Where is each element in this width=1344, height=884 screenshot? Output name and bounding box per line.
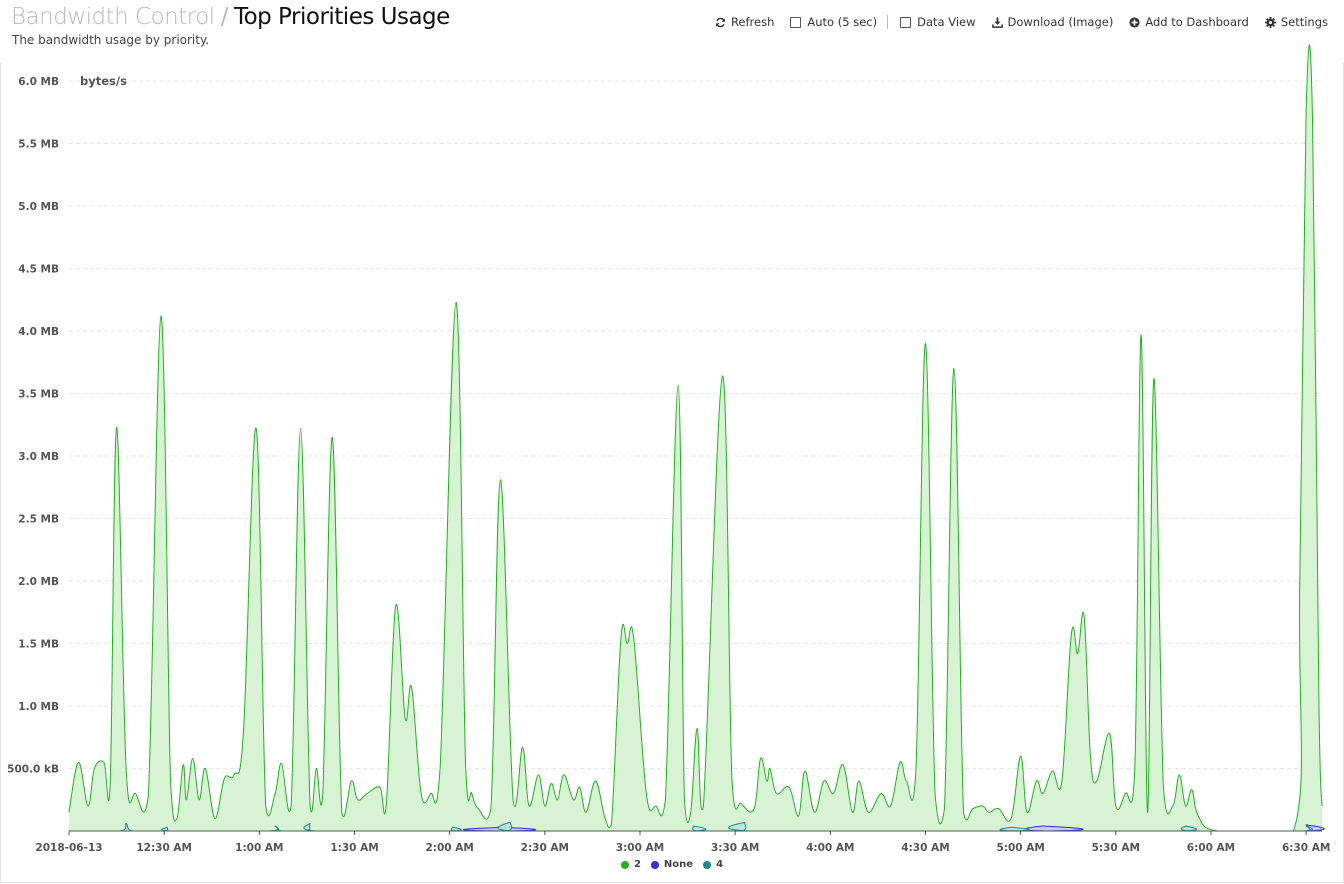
y-tick-label: 2.5 MB — [18, 514, 59, 526]
y-tick-label: 4.0 MB — [18, 326, 59, 338]
x-tick-label: 6:00 AM — [1187, 842, 1235, 854]
y-tick-label: 3.0 MB — [18, 451, 59, 463]
x-tick-label: 3:00 AM — [616, 842, 664, 854]
x-tick-label: 3:30 AM — [711, 842, 759, 854]
x-tick-label: 12:30 AM — [136, 842, 192, 854]
download-image-button[interactable]: Download (Image) — [991, 15, 1114, 29]
auto-refresh-checkbox[interactable]: Auto (5 sec) — [790, 15, 877, 29]
x-tick-label: 2:00 AM — [425, 842, 473, 854]
x-tick-label: 2:30 AM — [521, 842, 569, 854]
toolbar: Refresh Auto (5 sec) Data View Download … — [699, 15, 1328, 29]
refresh-label: Refresh — [730, 15, 775, 29]
settings-button[interactable]: Settings — [1264, 15, 1328, 29]
legend-item-4[interactable]: 4 — [703, 859, 723, 870]
refresh-icon — [715, 17, 726, 28]
x-tick-label: 5:00 AM — [996, 842, 1044, 854]
x-tick-label: 4:00 AM — [806, 842, 854, 854]
plus-circle-icon — [1129, 16, 1140, 28]
toolbar-divider — [887, 15, 889, 29]
legend-item-none[interactable]: None — [650, 859, 694, 870]
add-to-dashboard-button[interactable]: Add to Dashboard — [1129, 15, 1249, 29]
legend-label: None — [663, 859, 694, 870]
legend-label: 2 — [633, 859, 641, 870]
refresh-button[interactable]: Refresh — [715, 15, 774, 29]
legend-dot-icon — [620, 860, 629, 869]
x-tick-label: 6:30 AM — [1282, 842, 1330, 854]
y-tick-label: 6.0 MB — [18, 76, 59, 88]
page-title: Bandwidth Control / Top Priorities Usage — [11, 3, 450, 31]
page-subtitle: The bandwidth usage by priority. — [12, 33, 210, 47]
download-label: Download (Image) — [1007, 15, 1114, 29]
y-tick-label: 1.0 MB — [18, 701, 59, 713]
y-tick-label: 500.0 kB — [7, 764, 59, 776]
auto-refresh-label: Auto (5 sec) — [807, 15, 878, 29]
legend-dot-icon — [703, 860, 712, 869]
chart-legend: 2 None 4 — [0, 859, 1344, 870]
x-tick-label: 1:30 AM — [330, 842, 378, 854]
gear-icon — [1264, 16, 1276, 28]
legend-label: 4 — [716, 859, 724, 870]
legend-dot-icon — [650, 860, 659, 869]
series-line-2 — [68, 44, 1323, 832]
download-icon — [991, 16, 1003, 28]
add-to-dashboard-label: Add to Dashboard — [1145, 15, 1249, 29]
breadcrumb-separator: / — [220, 4, 229, 30]
data-view-checkbox[interactable]: Data View — [900, 15, 976, 29]
page-header: Bandwidth Control / Top Priorities Usage T… — [0, 0, 1344, 60]
checkbox-icon — [900, 16, 912, 28]
y-tick-label: 5.0 MB — [18, 201, 59, 213]
settings-label: Settings — [1280, 15, 1328, 29]
checkbox-icon — [790, 16, 802, 28]
y-tick-label: 4.5 MB — [18, 264, 59, 276]
breadcrumb-current: Top Priorities Usage — [233, 4, 450, 30]
y-tick-label: 2.0 MB — [18, 576, 59, 588]
y-tick-label: 5.5 MB — [18, 139, 59, 151]
unit-label: bytes/s — [80, 74, 127, 88]
legend-item-2[interactable]: 2 — [620, 859, 641, 870]
x-tick-label: 2018-06-13 — [35, 842, 102, 854]
breadcrumb-parent[interactable]: Bandwidth Control — [11, 4, 215, 30]
data-view-label: Data View — [917, 15, 976, 29]
y-tick-label: 3.5 MB — [18, 389, 59, 401]
y-tick-label: 1.5 MB — [18, 639, 59, 651]
x-tick-label: 4:30 AM — [901, 842, 949, 854]
x-tick-label: 5:30 AM — [1092, 842, 1140, 854]
x-tick-label: 1:00 AM — [235, 842, 283, 854]
